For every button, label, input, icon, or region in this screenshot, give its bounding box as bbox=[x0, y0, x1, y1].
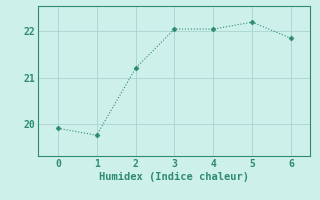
X-axis label: Humidex (Indice chaleur): Humidex (Indice chaleur) bbox=[100, 172, 249, 182]
